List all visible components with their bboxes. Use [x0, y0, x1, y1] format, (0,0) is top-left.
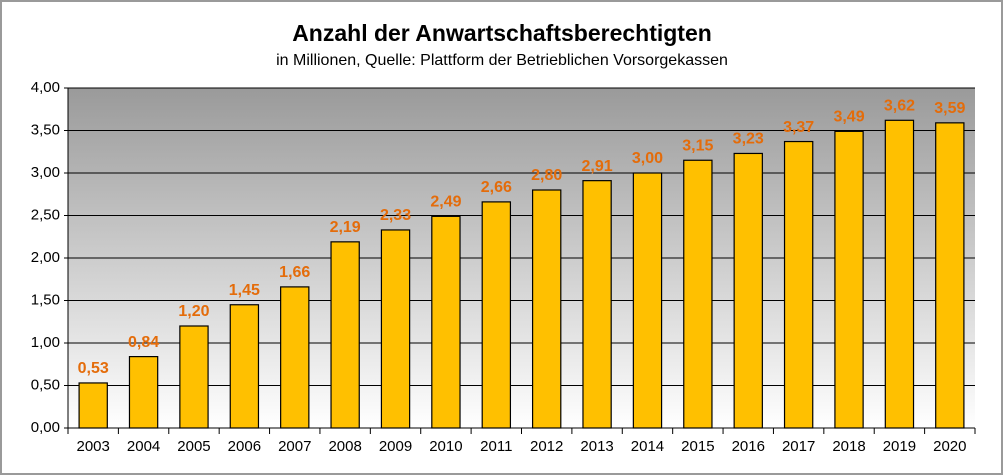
- value-label: 2,49: [430, 194, 461, 211]
- x-tick-label: 2004: [127, 438, 160, 455]
- y-tick-label: 3,50: [31, 121, 60, 138]
- bar: [632, 172, 663, 429]
- x-tick-label: 2020: [933, 438, 966, 455]
- chart-title: Anzahl der Anwartschaftsberechtigten: [292, 20, 712, 46]
- bar: [481, 201, 512, 429]
- y-tick-label: 2,50: [31, 206, 60, 223]
- x-tick-label: 2008: [328, 438, 361, 455]
- chart-subtitle: in Millionen, Quelle: Plattform der Betr…: [276, 52, 728, 69]
- bar: [179, 325, 209, 429]
- bar: [935, 122, 965, 429]
- value-label: 3,62: [884, 98, 915, 115]
- bar: [834, 130, 864, 429]
- value-label: 1,66: [279, 264, 310, 281]
- x-tick-label: 2015: [681, 438, 714, 455]
- y-tick-label: 1,50: [31, 291, 60, 308]
- x-tick-label: 2010: [429, 438, 462, 455]
- bar: [531, 189, 562, 429]
- bar: [229, 304, 260, 429]
- x-tick-label: 2014: [631, 438, 664, 455]
- bar: [431, 215, 461, 429]
- bar: [683, 159, 713, 429]
- bar: [582, 180, 612, 429]
- bar: [884, 119, 915, 429]
- x-tick-label: 2005: [177, 438, 210, 455]
- value-label: 2,19: [330, 219, 361, 236]
- y-tick-label: 3,00: [31, 164, 60, 181]
- x-tick-label: 2017: [782, 438, 815, 455]
- value-label: 2,33: [380, 207, 411, 224]
- y-tick-label: 0,50: [31, 376, 60, 393]
- value-label: 2,91: [582, 158, 613, 175]
- value-label: 3,15: [682, 137, 713, 154]
- y-tick-label: 2,00: [31, 249, 60, 266]
- value-label: 3,23: [733, 131, 764, 148]
- y-tick-label: 4,00: [31, 79, 60, 96]
- x-tick-label: 2003: [77, 438, 110, 455]
- value-label: 2,80: [531, 167, 562, 184]
- value-label: 0,84: [128, 334, 159, 351]
- x-tick-label: 2018: [832, 438, 865, 455]
- y-tick-label: 0,00: [31, 419, 60, 436]
- x-tick-label: 2006: [228, 438, 261, 455]
- y-tick-label: 1,00: [31, 334, 60, 351]
- value-label: 2,66: [481, 179, 512, 196]
- x-tick-label: 2013: [580, 438, 613, 455]
- value-label: 0,53: [78, 360, 109, 377]
- x-tick-label: 2009: [379, 438, 412, 455]
- bar: [128, 356, 159, 429]
- value-label: 3,00: [632, 150, 663, 167]
- bar: [280, 286, 310, 429]
- x-tick-label: 2016: [732, 438, 765, 455]
- bar: [733, 152, 763, 429]
- value-label: 3,59: [934, 100, 965, 117]
- bar: [78, 382, 108, 429]
- x-tick-label: 2007: [278, 438, 311, 455]
- value-label: 3,37: [783, 119, 814, 136]
- bar: [783, 140, 814, 429]
- x-tick-label: 2012: [530, 438, 563, 455]
- value-label: 3,49: [833, 109, 864, 126]
- x-tick-label: 2011: [480, 438, 512, 455]
- bar: [330, 241, 360, 429]
- value-label: 1,45: [229, 282, 260, 299]
- x-tick-label: 2019: [883, 438, 916, 455]
- bar: [380, 229, 411, 429]
- value-label: 1,20: [178, 303, 209, 320]
